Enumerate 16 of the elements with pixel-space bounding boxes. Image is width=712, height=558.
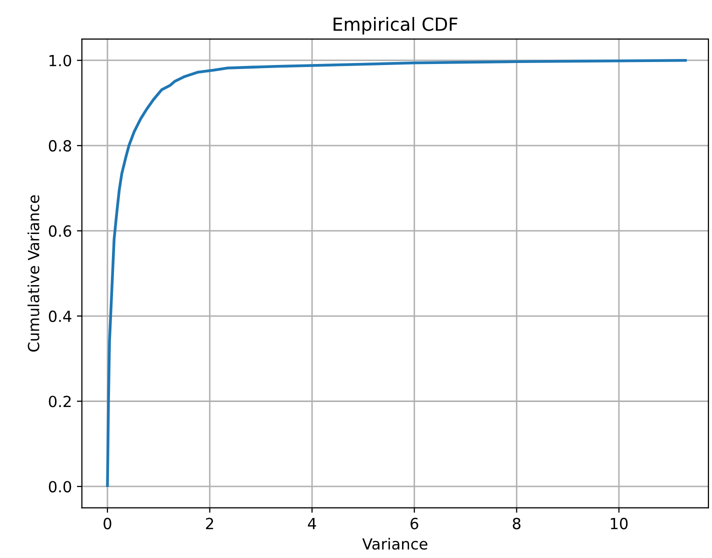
x-axis-title: Variance [362,538,428,550]
chart-title: Empirical CDF [334,17,458,34]
y-tick-label: 0.0 [48,480,72,492]
x-tick-label: 10 [610,518,628,530]
y-axis-title: Cumulative Variance [28,195,40,352]
x-tick-label: 4 [308,518,316,530]
y-tick-label: 0.4 [48,310,72,322]
y-tick-label: 0.6 [48,225,72,237]
y-tick-label: 0.2 [48,396,71,408]
y-tick-label: 0.8 [48,140,72,152]
x-tick-label: 8 [512,518,520,530]
x-tick-label: 6 [410,518,418,530]
x-tick-label: 0 [104,518,112,530]
y-tick-label: 1.0 [50,54,72,66]
x-tick-label: 2 [206,518,214,530]
line-series [106,58,687,488]
